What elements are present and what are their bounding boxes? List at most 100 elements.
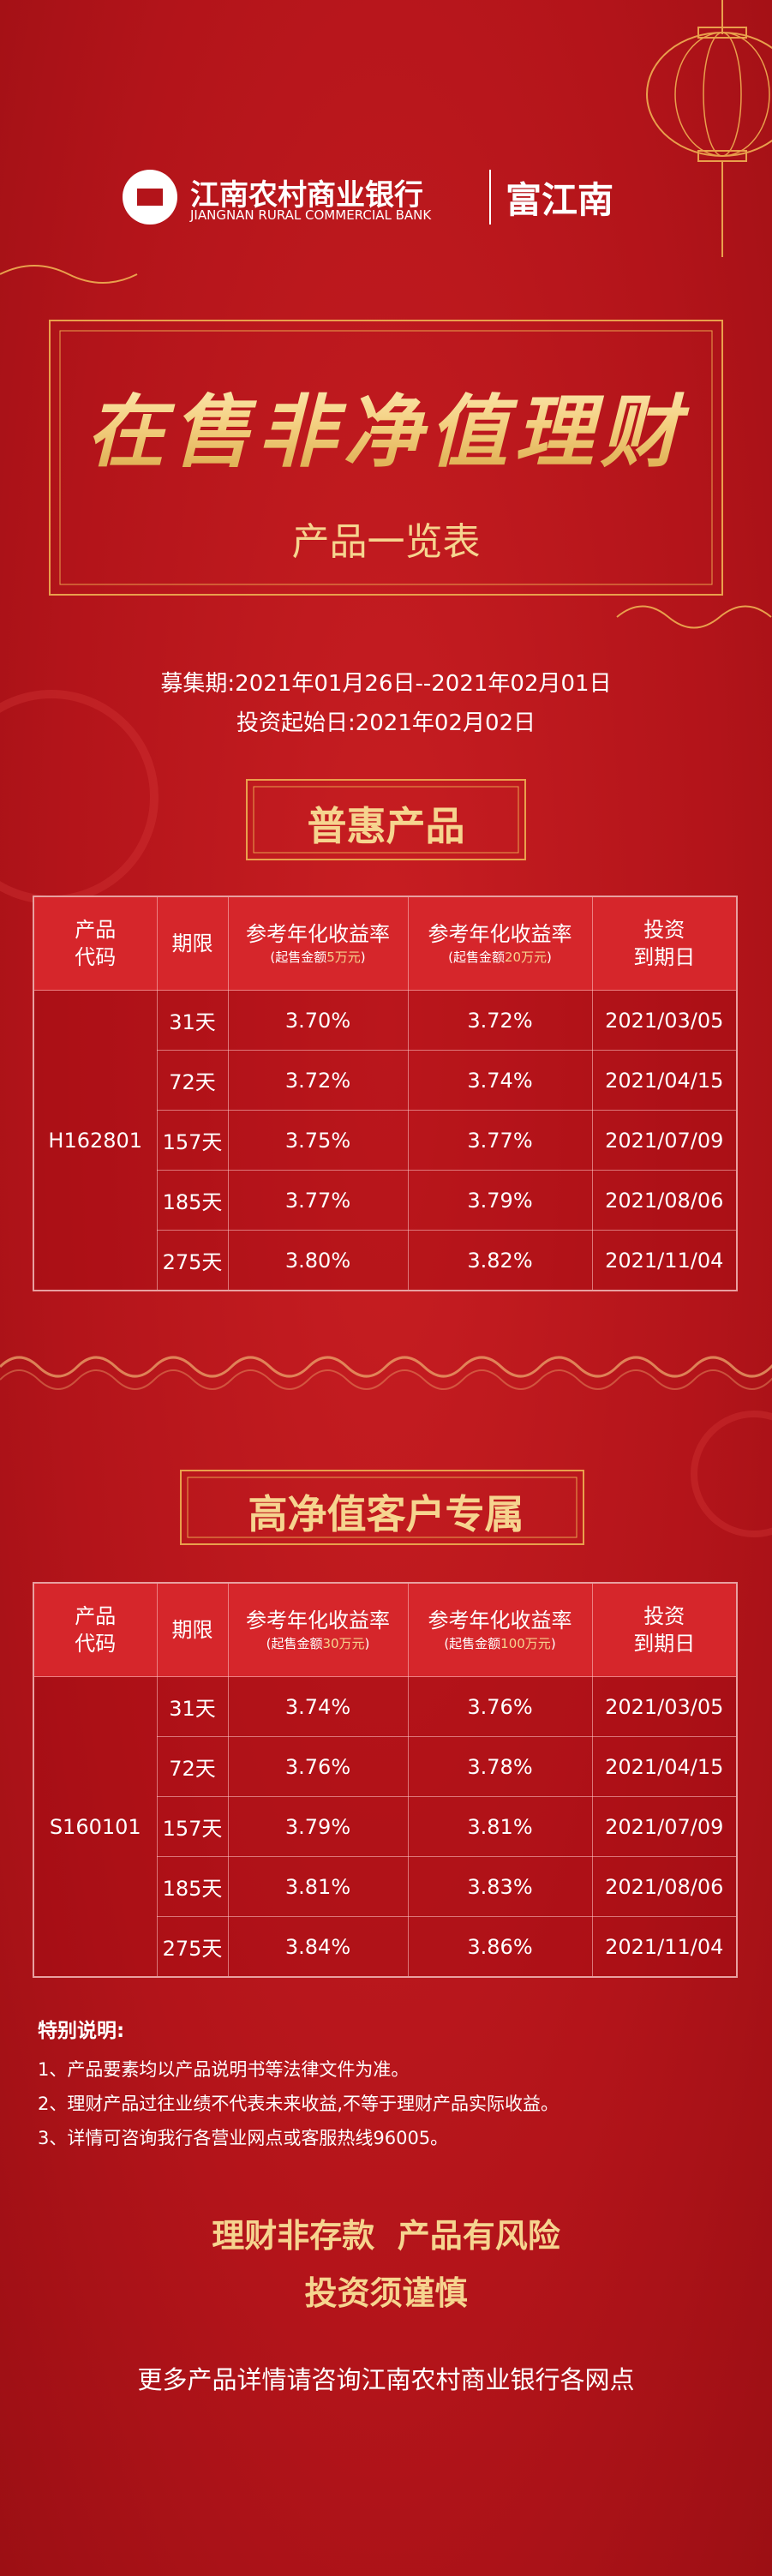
data-row: 185天 3.77% 3.79% 2021/08/06 xyxy=(33,1170,738,1231)
header-text: 投资 xyxy=(643,1604,685,1628)
header-text: 期限 xyxy=(171,932,213,956)
note-part: ) xyxy=(360,950,366,965)
header-text: 参考年化收益率 xyxy=(428,1609,572,1632)
data-cell: 3.84% xyxy=(227,1916,409,1978)
table-head: 产品 代码 期限 参考年化收益率 (起售金额5万元) 参考年化收益率 (起售金额20万元) 投… xyxy=(33,896,738,991)
data-row: 275天 3.84% 3.86% 2021/11/04 xyxy=(33,1916,738,1978)
header-text: 产品 xyxy=(75,1604,117,1628)
data-cell: 3.72% xyxy=(227,1050,409,1111)
data-cell: 3.77% xyxy=(227,1170,409,1231)
notes-title: 特别说明: xyxy=(38,2020,125,2042)
data-cell: 2021/07/09 xyxy=(591,1110,738,1171)
header-text: 参考年化收益率 xyxy=(246,1609,390,1632)
note-part: ) xyxy=(547,950,552,965)
data-cell: 3.74% xyxy=(407,1050,593,1111)
slogan: 理财非存款 产品有风险 xyxy=(212,2217,560,2255)
header-note: (起售金额100万元) xyxy=(409,1634,592,1653)
header-text: 参考年化收益率 xyxy=(428,922,572,946)
note-item: 2、理财产品过往业绩不代表未来收益,不等于理财产品实际收益。 xyxy=(38,2094,560,2114)
header-note: (起售金额30万元) xyxy=(229,1634,408,1653)
data-cell: 2021/08/06 xyxy=(591,1170,738,1231)
note-part: ) xyxy=(364,1636,370,1651)
data-cell: 31天 xyxy=(156,990,229,1051)
header-cell: 期限 xyxy=(156,896,229,991)
section-heading: 高净值客户专属 xyxy=(248,1491,524,1537)
data-cell: 3.80% xyxy=(227,1230,409,1291)
header-text: 代码 xyxy=(75,1632,117,1656)
data-row: 157天 3.79% 3.81% 2021/07/09 xyxy=(33,1796,738,1857)
header-cell: 投资 到期日 xyxy=(591,896,738,991)
note-item: 1、产品要素均以产品说明书等法律文件为准。 xyxy=(38,2059,410,2080)
data-cell: 2021/08/06 xyxy=(591,1856,738,1917)
table-body: H162801 31天 3.70% 3.72% 2021/03/05 72天 3.72% 3.… xyxy=(33,990,738,1291)
data-cell: 275天 xyxy=(156,1230,229,1291)
data-row: 72天 3.72% 3.74% 2021/04/15 xyxy=(33,1050,738,1111)
bank-name-en: JIANGNAN RURAL COMMERCIAL BANK xyxy=(190,207,432,223)
header-cell: 参考年化收益率 (起售金额5万元) xyxy=(227,896,409,991)
data-cell: 3.81% xyxy=(227,1856,409,1917)
data-cell: 3.79% xyxy=(407,1170,593,1231)
start-date: 投资起始日:2021年02月02日 xyxy=(236,710,536,736)
header-cell: 产品 代码 xyxy=(33,896,158,991)
data-cell: 3.70% xyxy=(227,990,409,1051)
product-code: S160101 xyxy=(33,1676,158,1978)
data-cell: 3.77% xyxy=(407,1110,593,1171)
data-row: H162801 31天 3.70% 3.72% 2021/03/05 xyxy=(33,990,738,1291)
brand: 富江南 xyxy=(506,179,614,221)
data-cell: 3.83% xyxy=(407,1856,593,1917)
note-part: 20万元 xyxy=(504,950,548,965)
data-cell: 2021/03/05 xyxy=(591,990,738,1051)
section-heading: 普惠产品 xyxy=(307,803,465,849)
header-row: 产品 代码 期限 参考年化收益率 (起售金额30万元) 参考年化收益率 (起售金额100万元… xyxy=(33,1582,738,1677)
data-row: 275天 3.80% 3.82% 2021/11/04 xyxy=(33,1230,738,1291)
data-cell: 31天 xyxy=(156,1676,229,1737)
header-row: 产品 代码 期限 参考年化收益率 (起售金额5万元) 参考年化收益率 (起售金额20万元) 投… xyxy=(33,896,738,991)
data-cell: 3.74% xyxy=(227,1676,409,1737)
header-cell: 产品 代码 xyxy=(33,1582,158,1677)
table-body: S160101 31天 3.74% 3.76% 2021/03/05 72天 3.76% 3.… xyxy=(33,1676,738,1978)
header-note: (起售金额20万元) xyxy=(409,948,592,967)
data-cell: 2021/07/09 xyxy=(591,1796,738,1857)
data-cell: 157天 xyxy=(156,1796,229,1857)
note-part: (起售金额 xyxy=(444,1636,501,1651)
header-cell: 参考年化收益率 (起售金额30万元) xyxy=(227,1582,409,1677)
product-code: H162801 xyxy=(33,990,158,1291)
data-cell: 157天 xyxy=(156,1110,229,1171)
header-cell: 参考年化收益率 (起售金额20万元) xyxy=(407,896,593,991)
data-cell: 3.81% xyxy=(407,1796,593,1857)
data-cell: 3.79% xyxy=(227,1796,409,1857)
header-cell: 期限 xyxy=(156,1582,229,1677)
header-text: 投资 xyxy=(643,918,685,942)
product-table: 产品 代码 期限 参考年化收益率 (起售金额5万元) 参考年化收益率 (起售金额20万元) 投… xyxy=(33,896,738,1291)
note-part: (起售金额 xyxy=(270,950,327,965)
data-row: 185天 3.81% 3.83% 2021/08/06 xyxy=(33,1856,738,1917)
product-table: 产品 代码 期限 参考年化收益率 (起售金额30万元) 参考年化收益率 (起售金额100万元… xyxy=(33,1582,738,1978)
title: 在售非净值理财 xyxy=(0,368,772,482)
header-text: 参考年化收益率 xyxy=(246,922,390,946)
data-cell: 2021/04/15 xyxy=(591,1736,738,1797)
period: 募集期:2021年01月26日--2021年02月01日 xyxy=(160,671,612,697)
data-row: 157天 3.75% 3.77% 2021/07/09 xyxy=(33,1110,738,1171)
footer: 更多产品详情请咨询江南农村商业银行各网点 xyxy=(137,2365,635,2394)
data-row: 72天 3.76% 3.78% 2021/04/15 xyxy=(33,1736,738,1797)
data-cell: 3.78% xyxy=(407,1736,593,1797)
data-row: S160101 31天 3.74% 3.76% 2021/03/05 xyxy=(33,1676,738,1978)
data-cell: 3.75% xyxy=(227,1110,409,1171)
header-cell: 投资 到期日 xyxy=(591,1582,738,1677)
data-cell: 3.82% xyxy=(407,1230,593,1291)
data-cell: 2021/04/15 xyxy=(591,1050,738,1111)
note-part: 5万元 xyxy=(326,950,361,965)
note-part: (起售金额 xyxy=(266,1636,323,1651)
note-part: 30万元 xyxy=(322,1636,365,1651)
data-cell: 275天 xyxy=(156,1916,229,1978)
data-cell: 2021/03/05 xyxy=(591,1676,738,1737)
table-head: 产品 代码 期限 参考年化收益率 (起售金额30万元) 参考年化收益率 (起售金额100万元… xyxy=(33,1582,738,1677)
header-text: 产品 xyxy=(75,918,117,942)
header-text: 期限 xyxy=(171,1618,213,1642)
data-cell: 3.86% xyxy=(407,1916,593,1978)
data-cell: 72天 xyxy=(156,1736,229,1797)
note-part: ) xyxy=(550,1636,556,1651)
data-cell: 185天 xyxy=(156,1170,229,1231)
